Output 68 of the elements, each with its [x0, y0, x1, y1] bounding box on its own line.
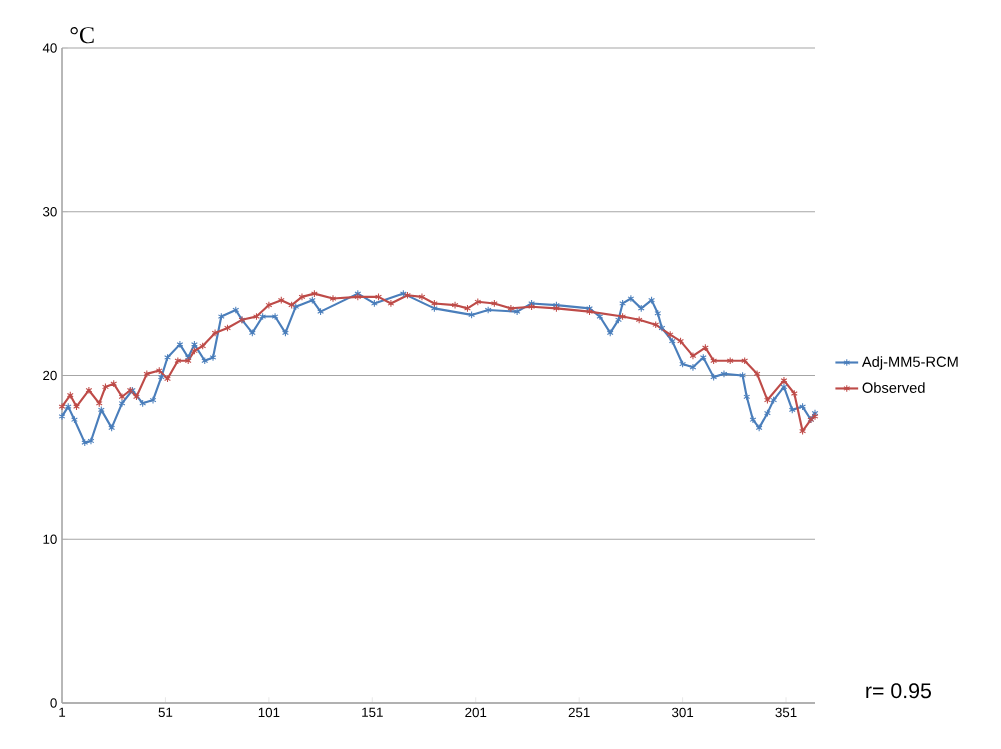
point — [199, 342, 207, 350]
point — [102, 383, 109, 391]
point — [277, 296, 285, 305]
point — [288, 301, 296, 309]
point — [677, 337, 684, 345]
point — [387, 299, 395, 308]
point — [211, 329, 219, 337]
point — [451, 301, 459, 309]
point — [164, 374, 171, 383]
point — [110, 379, 118, 388]
x-tick-label: 1 — [59, 707, 66, 717]
point — [118, 392, 126, 401]
point — [95, 399, 103, 408]
point — [474, 297, 482, 306]
y-tick-label: 40 — [42, 43, 57, 53]
x-tick-label: 301 — [671, 707, 694, 718]
point — [265, 301, 273, 309]
point — [666, 330, 674, 339]
point — [799, 427, 807, 436]
point — [701, 343, 709, 352]
x-tick-label: 201 — [465, 707, 487, 718]
y-axis-title: °C — [70, 27, 94, 44]
y-tick-label: 10 — [43, 534, 57, 544]
point — [224, 324, 231, 332]
point — [635, 315, 643, 324]
x-tick-label: 101 — [258, 707, 280, 718]
point — [418, 293, 426, 301]
point — [155, 366, 163, 375]
point — [354, 293, 362, 301]
point — [143, 369, 151, 378]
point — [790, 389, 798, 398]
y-tick-label: 30 — [42, 207, 57, 217]
point — [764, 396, 771, 404]
point — [552, 304, 560, 313]
point — [464, 304, 471, 313]
point — [310, 289, 318, 298]
y-tick-label: 0 — [50, 698, 57, 708]
point — [73, 402, 80, 411]
point — [329, 294, 337, 303]
x-tick-label: 251 — [568, 707, 590, 718]
point — [507, 304, 515, 313]
point — [430, 299, 438, 308]
point — [490, 299, 498, 308]
legend-label: Observed — [862, 382, 925, 393]
point — [726, 356, 734, 365]
legend-label: Adj-MM5-RCM — [861, 356, 958, 370]
point — [710, 356, 718, 365]
x-tick-label: 51 — [158, 707, 173, 717]
point — [253, 312, 260, 321]
point — [404, 291, 411, 300]
text: r= 0.95 — [866, 683, 931, 699]
point — [753, 369, 761, 378]
point — [298, 293, 306, 301]
point — [85, 386, 93, 395]
point — [689, 351, 697, 360]
point — [741, 356, 749, 365]
point — [58, 402, 66, 411]
point — [66, 391, 74, 400]
point — [174, 356, 182, 365]
x-tick-label: 151 — [362, 707, 383, 717]
point — [652, 320, 660, 329]
point — [375, 293, 382, 301]
y-tick-label: 20 — [43, 370, 57, 381]
x-tick-label: 351 — [775, 707, 797, 718]
point — [780, 376, 788, 385]
point — [133, 392, 140, 401]
point — [619, 312, 627, 321]
point — [190, 347, 198, 355]
